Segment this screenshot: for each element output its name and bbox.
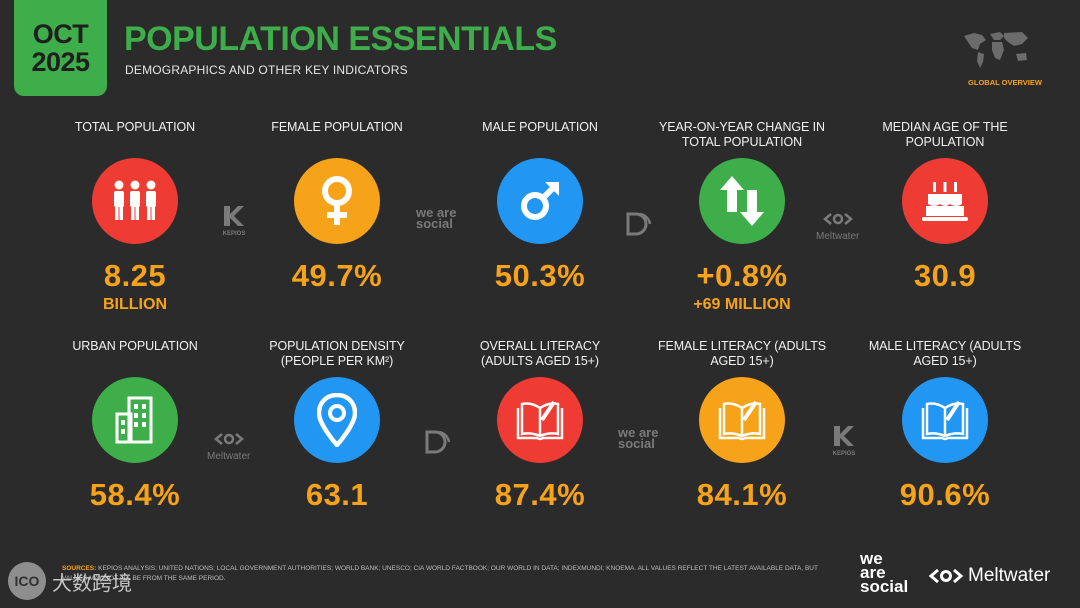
badge-month: OCT xyxy=(32,19,89,49)
datareportal-logo xyxy=(626,210,652,241)
stat-label: POPULATION DENSITY (PEOPLE PER KM²) xyxy=(269,339,405,368)
stat-male-population: MALE POPULATION 50.3% xyxy=(455,120,625,294)
datareportal-logo xyxy=(425,428,451,459)
sources-text: KEPIOS ANALYSIS; UNITED NATIONS; LOCAL G… xyxy=(62,565,818,582)
section-label: GLOBAL OVERVIEW xyxy=(968,78,1042,87)
stat-label: URBAN POPULATION xyxy=(72,339,198,353)
male-symbol-icon xyxy=(497,158,583,244)
open-book-icon xyxy=(497,377,583,463)
stat-value: 50.3% xyxy=(494,258,586,293)
we-are-social-logo: we are social xyxy=(618,425,659,451)
date-badge: OCT 2025 xyxy=(14,0,107,96)
we-are-social-logo: we are social xyxy=(416,205,457,231)
stat-value: +0.8% xyxy=(696,258,788,293)
stat-value: 87.4% xyxy=(494,477,586,512)
stat-label: OVERALL LITERACY (ADULTS AGED 15+) xyxy=(479,339,601,368)
sources-label: SOURCES: xyxy=(62,565,97,572)
up-down-arrows-icon xyxy=(699,158,785,244)
stat-value: 63.1 xyxy=(305,477,369,512)
open-book-icon xyxy=(699,377,785,463)
stat-value: 58.4% xyxy=(89,477,181,512)
people-icon xyxy=(92,158,178,244)
watermark-logo: ICO xyxy=(8,562,46,600)
stat-label: FEMALE POPULATION xyxy=(271,120,403,134)
stat-overall-literacy: OVERALL LITERACY (ADULTS AGED 15+) 87.4% xyxy=(455,339,625,513)
stat-label: TOTAL POPULATION xyxy=(74,120,196,134)
stat-label: MALE LITERACY (ADULTS AGED 15+) xyxy=(868,339,1022,368)
stat-yoy-change: YEAR-ON-YEAR CHANGE IN TOTAL POPULATION … xyxy=(657,120,827,314)
stat-median-age: MEDIAN AGE OF THE POPULATION 30.9 xyxy=(860,120,1030,294)
stat-subvalue: BILLION xyxy=(103,296,167,313)
watermark-text: 大数跨境 xyxy=(52,572,132,595)
stat-female-population: FEMALE POPULATION 49.7% xyxy=(252,120,422,294)
badge-year: 2025 xyxy=(31,47,90,77)
stat-value: 90.6% xyxy=(899,477,991,512)
stat-label: YEAR-ON-YEAR CHANGE IN TOTAL POPULATION xyxy=(659,120,825,149)
stat-male-literacy: MALE LITERACY (ADULTS AGED 15+) 90.6% xyxy=(860,339,1030,513)
birthday-cake-icon xyxy=(902,158,988,244)
world-map-icon xyxy=(964,32,1028,68)
stat-label: MEDIAN AGE OF THE POPULATION xyxy=(882,120,1008,149)
stat-value: 8.25 xyxy=(103,258,167,293)
meltwater-footer-logo: Meltwater xyxy=(928,565,1050,587)
watermark: ICO 大数跨境 xyxy=(8,562,132,600)
stat-urban-population: URBAN POPULATION 58.4% xyxy=(50,339,220,513)
female-symbol-icon xyxy=(294,158,380,244)
buildings-icon xyxy=(92,377,178,463)
page-title: POPULATION ESSENTIALS xyxy=(124,20,557,58)
stat-population-density: POPULATION DENSITY (PEOPLE PER KM²) 63.1 xyxy=(252,339,422,513)
stat-value: 84.1% xyxy=(696,477,788,512)
stat-label: MALE POPULATION xyxy=(482,120,598,134)
stat-total-population: TOTAL POPULATION 8.25 BILLION xyxy=(50,120,220,314)
kepios-logo: KEPIOS xyxy=(222,206,246,237)
sources-note: SOURCES: KEPIOS ANALYSIS; UNITED NATIONS… xyxy=(62,564,842,584)
map-pin-icon xyxy=(294,377,380,463)
stat-value: 49.7% xyxy=(291,258,383,293)
meltwater-logo: Meltwater xyxy=(207,432,250,462)
stat-female-literacy: FEMALE LITERACY (ADULTS AGED 15+) 84.1% xyxy=(657,339,827,513)
we-are-social-footer-logo: we are social xyxy=(860,549,909,596)
open-book-icon xyxy=(902,377,988,463)
stat-subvalue: +69 MILLION xyxy=(693,296,791,313)
stat-label: FEMALE LITERACY (ADULTS AGED 15+) xyxy=(657,339,827,368)
page-subtitle: DEMOGRAPHICS AND OTHER KEY INDICATORS xyxy=(125,63,408,77)
stat-value: 30.9 xyxy=(913,258,977,293)
kepios-logo: KEPIOS xyxy=(832,426,856,457)
meltwater-logo: Meltwater xyxy=(816,212,859,242)
